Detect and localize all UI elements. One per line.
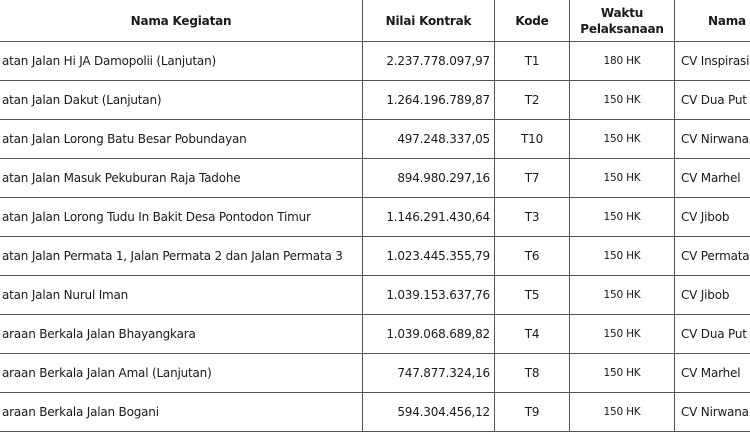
cell-nama-kegiatan: atan Jalan Dakut (Lanjutan) [0, 81, 363, 119]
cell-kode: T5 [495, 276, 570, 314]
cell-nama-penyedia: CV Marhel [681, 366, 741, 380]
table-row: atan Jalan Lorong Batu Besar Pobundayan 4… [0, 120, 750, 159]
cell-kode: T1 [495, 42, 570, 80]
cell-nama-kegiatan: atan Jalan Masuk Pekuburan Raja Tadohe [0, 159, 363, 197]
cell-nama-penyedia: CV Jibob [681, 288, 730, 302]
cell-waktu-pelaksanaan: 150 HK [570, 393, 675, 431]
cell-kode: T10 [495, 120, 570, 158]
cell-kode: T7 [495, 159, 570, 197]
table-row: atan Jalan Permata 1, Jalan Permata 2 da… [0, 237, 750, 276]
cell-nama-kegiatan: araan Berkala Jalan Bhayangkara [0, 315, 363, 353]
cell-waktu-pelaksanaan: 150 HK [570, 81, 675, 119]
header-nama-penyedia: Nama P [708, 13, 750, 28]
cell-waktu-pelaksanaan: 150 HK [570, 354, 675, 392]
cell-waktu-pelaksanaan: 150 HK [570, 315, 675, 353]
table-row: araan Berkala Jalan Amal (Lanjutan) 747.8… [0, 354, 750, 393]
cell-nama-kegiatan: atan Jalan Lorong Batu Besar Pobundayan [0, 120, 363, 158]
cell-waktu-pelaksanaan: 150 HK [570, 237, 675, 275]
table-row: atan Jalan Nurul Iman 1.039.153.637,76 T5 1… [0, 276, 750, 315]
cell-nama-kegiatan: araan Berkala Jalan Amal (Lanjutan) [0, 354, 363, 392]
cell-nama-penyedia: CV Marhel [681, 171, 741, 185]
header-nama-kegiatan: Nama Kegiatan [0, 0, 363, 41]
cell-nama-penyedia: CV Dua Put [681, 327, 747, 341]
cell-kode: T4 [495, 315, 570, 353]
cell-nilai-kontrak: 2.237.778.097,97 [363, 42, 495, 80]
header-waktu-pelaksanaan: Waktu Pelaksanaan [570, 0, 675, 41]
cell-nama-kegiatan: araan Berkala Jalan Bogani [0, 393, 363, 431]
cell-kode: T2 [495, 81, 570, 119]
table-row: atan Jalan Lorong Tudu In Bakit Desa Pon… [0, 198, 750, 237]
cell-nilai-kontrak: 1.039.153.637,76 [363, 276, 495, 314]
cell-kode: T6 [495, 237, 570, 275]
cell-waktu-pelaksanaan: 150 HK [570, 198, 675, 236]
table-row: atan Jalan Dakut (Lanjutan) 1.264.196.789… [0, 81, 750, 120]
cell-nilai-kontrak: 1.146.291.430,64 [363, 198, 495, 236]
table-header: Nama Kegiatan Nilai Kontrak Kode Waktu P… [0, 0, 750, 42]
cell-nama-penyedia: CV Jibob [681, 210, 730, 224]
cell-nilai-kontrak: 894.980.297,16 [363, 159, 495, 197]
cell-nama-penyedia: CV Nirwana [681, 132, 749, 146]
table-row: atan Jalan Hi JA Damopolii (Lanjutan) 2.2… [0, 42, 750, 81]
cell-waktu-pelaksanaan: 150 HK [570, 159, 675, 197]
cell-nama-penyedia: CV Nirwana [681, 405, 749, 419]
cell-nilai-kontrak: 1.023.445.355,79 [363, 237, 495, 275]
cell-nama-kegiatan: atan Jalan Permata 1, Jalan Permata 2 da… [0, 237, 363, 275]
header-kode: Kode [495, 0, 570, 41]
header-nilai-kontrak: Nilai Kontrak [363, 0, 495, 41]
cell-waktu-pelaksanaan: 150 HK [570, 120, 675, 158]
cell-nama-penyedia: CV Permata [681, 249, 750, 263]
cell-kode: T9 [495, 393, 570, 431]
cell-nama-kegiatan: atan Jalan Lorong Tudu In Bakit Desa Pon… [0, 198, 363, 236]
cell-nama-kegiatan: atan Jalan Hi JA Damopolii (Lanjutan) [0, 42, 363, 80]
cell-waktu-pelaksanaan: 150 HK [570, 276, 675, 314]
cell-nilai-kontrak: 747.877.324,16 [363, 354, 495, 392]
table-row: araan Berkala Jalan Bogani 594.304.456,12… [0, 393, 750, 432]
cell-nilai-kontrak: 1.039.068.689,82 [363, 315, 495, 353]
cell-nilai-kontrak: 594.304.456,12 [363, 393, 495, 431]
table-row: atan Jalan Masuk Pekuburan Raja Tadohe 89… [0, 159, 750, 198]
cell-kode: T3 [495, 198, 570, 236]
cell-nama-penyedia: CV Dua Put [681, 93, 747, 107]
cell-nilai-kontrak: 497.248.337,05 [363, 120, 495, 158]
cell-waktu-pelaksanaan: 180 HK [570, 42, 675, 80]
cell-kode: T8 [495, 354, 570, 392]
cell-nilai-kontrak: 1.264.196.789,87 [363, 81, 495, 119]
cell-nama-penyedia: CV Inspirasi [681, 54, 750, 68]
table-row: araan Berkala Jalan Bhayangkara 1.039.068… [0, 315, 750, 354]
cell-nama-kegiatan: atan Jalan Nurul Iman [0, 276, 363, 314]
